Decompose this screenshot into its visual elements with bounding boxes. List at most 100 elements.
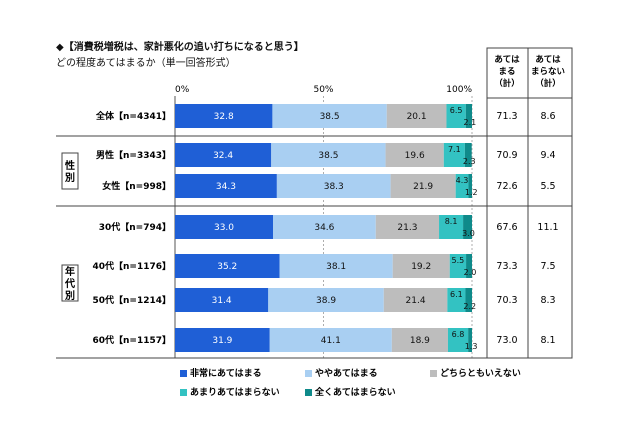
- bar-segment: [466, 254, 472, 278]
- bar-segment: [449, 254, 467, 278]
- legend-label: 全くあてはまらない: [314, 386, 396, 398]
- axis-tick-label: 0%: [175, 85, 190, 95]
- bar-segment: [391, 328, 448, 352]
- legend-swatch: [180, 370, 187, 377]
- bar-value-label: 31.4: [212, 296, 232, 306]
- row-label: 30代【n=794】: [99, 221, 171, 233]
- bar-value-label: 32.4: [213, 151, 233, 161]
- bar-value-label: 2.1: [464, 118, 477, 127]
- summary-value: 8.1: [540, 335, 555, 346]
- row-label: 50代【n=1214】: [92, 294, 171, 306]
- bar-segment: [447, 288, 466, 312]
- summary-value: 8.3: [540, 295, 555, 306]
- legend-swatch: [305, 389, 312, 396]
- bar-segment: [271, 143, 386, 167]
- bar-segment: [175, 174, 277, 198]
- bar-value-label: 20.1: [407, 112, 427, 122]
- bar-segment: [455, 174, 469, 198]
- summary-value: 73.3: [496, 261, 517, 272]
- bar-value-label: 21.4: [406, 296, 426, 306]
- bar-segment: [269, 328, 392, 352]
- row-label: 男性【n=3343】: [96, 149, 171, 161]
- summary-value: 67.6: [496, 222, 517, 233]
- summary-header-text: （計）: [494, 78, 520, 89]
- bar-segment: [447, 328, 469, 352]
- summary-value: 72.6: [496, 181, 517, 192]
- summary-value: 71.3: [496, 111, 517, 122]
- legend-label: どちらともいえない: [440, 367, 521, 379]
- bar-value-label: 41.1: [321, 336, 341, 346]
- bar-value-label: 33.0: [214, 223, 234, 233]
- bar-segment: [375, 215, 440, 239]
- bar-value-label: 2.2: [463, 302, 476, 311]
- bar-value-label: 7.1: [448, 145, 461, 154]
- summary-value: 70.3: [496, 295, 517, 306]
- bar-segment: [443, 143, 465, 167]
- legend-label: あまりあてはまらない: [190, 387, 280, 398]
- summary-value: 8.6: [540, 111, 555, 122]
- bar-value-label: 38.5: [320, 112, 340, 122]
- bar-value-label: 6.1: [450, 290, 463, 299]
- bar-value-label: 38.3: [324, 182, 344, 192]
- bar-value-label: 34.3: [216, 182, 236, 192]
- legend-label: ややあてはまる: [315, 368, 378, 379]
- legend-label: 非常にあてはまる: [190, 367, 262, 379]
- bar-segment: [175, 215, 274, 239]
- summary-header-text: まらない: [531, 67, 565, 77]
- summary-value: 7.5: [540, 261, 555, 272]
- bar-segment: [390, 174, 456, 198]
- bar-segment: [386, 104, 447, 128]
- group-label-char: 別: [64, 171, 75, 184]
- bar-segment: [175, 328, 270, 352]
- bar-segment: [465, 288, 472, 312]
- bar-segment: [175, 254, 280, 278]
- axis-tick-label: 100%: [446, 85, 472, 95]
- row-label: 40代【n=1176】: [92, 260, 171, 272]
- bar-value-label: 6.8: [452, 330, 465, 339]
- bar-segment: [273, 215, 376, 239]
- bar-value-label: 2.3: [463, 157, 476, 166]
- bar-segment: [464, 143, 472, 167]
- group-label-char: 代: [64, 277, 75, 290]
- chart-subtitle: どの程度あてはまるか（単一回答形式）: [56, 58, 236, 69]
- bar-segment: [392, 254, 450, 278]
- bar-value-label: 1.3: [465, 342, 478, 351]
- bar-value-label: 3.0: [462, 229, 475, 238]
- bar-segment: [439, 215, 464, 239]
- group-label-char: 性: [64, 159, 75, 172]
- legend-swatch: [305, 370, 312, 377]
- bar-segment: [468, 174, 472, 198]
- bar-value-label: 21.9: [413, 182, 433, 192]
- legend-swatch: [180, 389, 187, 396]
- summary-value: 70.9: [496, 150, 517, 161]
- bar-value-label: 4.3: [456, 176, 469, 185]
- bar-segment: [383, 288, 448, 312]
- bar-segment: [175, 143, 272, 167]
- summary-value: 11.1: [537, 222, 558, 233]
- bar-value-label: 19.6: [405, 151, 425, 161]
- bar-value-label: 21.3: [397, 223, 417, 233]
- bar-segment: [175, 104, 273, 128]
- bar-segment: [272, 104, 387, 128]
- summary-header-text: あては: [535, 55, 561, 65]
- summary-value: 9.4: [540, 150, 555, 161]
- axis-tick-label: 50%: [313, 85, 333, 95]
- bar-value-label: 2.0: [464, 268, 477, 277]
- bar-value-label: 38.9: [316, 296, 336, 306]
- bar-value-label: 35.2: [217, 262, 237, 272]
- group-label-box: [61, 152, 79, 190]
- row-label: 全体【n=4341】: [95, 110, 171, 122]
- summary-header-text: あては: [494, 55, 520, 65]
- bar-value-label: 1.2: [465, 188, 478, 197]
- bar-segment: [463, 215, 472, 239]
- bar-segment: [446, 104, 466, 128]
- group-label-box: [61, 264, 79, 302]
- bar-value-label: 31.9: [212, 336, 232, 346]
- legend-swatch: [430, 370, 437, 377]
- bar-value-label: 8.1: [445, 217, 458, 226]
- bar-value-label: 38.5: [318, 151, 338, 161]
- bar-value-label: 5.5: [452, 256, 465, 265]
- bar-value-label: 18.9: [410, 336, 430, 346]
- bar-segment: [276, 174, 391, 198]
- bar-segment: [468, 328, 472, 352]
